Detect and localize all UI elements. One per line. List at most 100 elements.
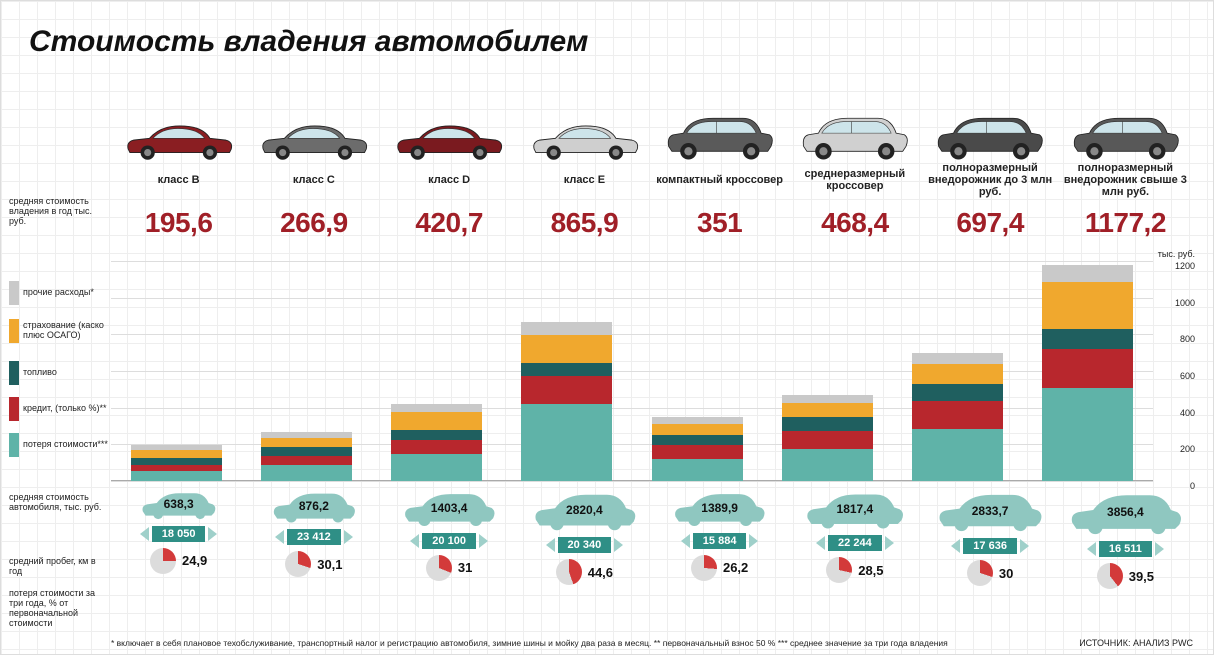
bar-segment-insurance [652, 424, 743, 435]
bar-segment-insurance [261, 438, 352, 447]
loss-pct-row: 44,6 [556, 559, 613, 585]
car-image [524, 51, 646, 161]
legend-item: потеря стоимости*** [9, 433, 109, 457]
bar-segment-fuel [652, 435, 743, 445]
triangle-right-icon [614, 538, 623, 552]
triangle-right-icon [479, 534, 488, 548]
triangle-left-icon [1087, 542, 1096, 556]
stacked-bar [782, 395, 873, 481]
bottom-column: 1817,4 22 244 28,5 [787, 489, 922, 589]
bar-segment-insurance [131, 450, 222, 457]
car-image [388, 51, 510, 161]
avg-price-value: 638,3 [164, 497, 194, 511]
triangle-left-icon [410, 534, 419, 548]
car-image [794, 51, 916, 161]
avg-price-value: 3856,4 [1107, 505, 1144, 519]
stacked-bar [261, 432, 352, 481]
legend-item: кредит, (только %)** [9, 397, 109, 421]
loss-pct-value: 28,5 [858, 563, 883, 578]
mileage-row: 20 340 [546, 537, 624, 553]
bar-segment-loss [261, 465, 352, 481]
loss-pct-value: 44,6 [588, 565, 613, 580]
car-icon [121, 117, 237, 161]
avg-price-value: 1389,9 [701, 501, 738, 515]
y-axis-unit: тыс. руб. [1158, 249, 1195, 259]
mileage-value: 17 636 [963, 538, 1017, 554]
bar-column [632, 261, 762, 481]
bar-segment-fuel [391, 430, 482, 441]
price-silhouette: 1403,4 [402, 489, 497, 527]
legend-label: кредит, (только %)** [23, 404, 109, 414]
y-tick-label: 200 [1180, 444, 1195, 454]
bar-segment-fuel [782, 417, 873, 431]
triangle-left-icon [951, 539, 960, 553]
main-value: 865,9 [551, 207, 619, 239]
category-column: полноразмерный внедорожник до 3 млн руб.… [923, 51, 1058, 256]
bar-segment-credit [521, 376, 612, 404]
mileage-value: 23 412 [287, 529, 341, 545]
legend-item: топливо [9, 361, 109, 385]
triangle-right-icon [1020, 539, 1029, 553]
pie-icon [150, 548, 176, 574]
y-axis: 020040060080010001200 [1155, 261, 1195, 481]
main-value: 697,4 [956, 207, 1024, 239]
class-label: полноразмерный внедорожник свыше 3 млн р… [1058, 165, 1193, 195]
avg-price-value: 876,2 [299, 499, 329, 513]
price-silhouette: 1389,9 [672, 489, 767, 527]
bar-segment-fuel [261, 447, 352, 456]
stacked-bar [521, 322, 612, 481]
price-silhouette: 3856,4 [1068, 489, 1184, 535]
legend-label: прочие расходы* [23, 288, 109, 298]
label-avg-mileage: средний пробег, км в год [9, 557, 104, 577]
class-label: среднеразмерный кроссовер [787, 165, 922, 195]
triangle-left-icon [816, 536, 825, 550]
class-label: класс B [154, 165, 204, 195]
footnotes: * включает в себя плановое техобслуживан… [111, 638, 1193, 648]
bottom-column: 638,3 18 050 24,9 [111, 489, 246, 589]
bar-segment-fuel [912, 384, 1003, 401]
car-icon [662, 110, 778, 161]
bar-column [372, 261, 502, 481]
legend-label: топливо [23, 368, 109, 378]
bar-segment-loss [782, 449, 873, 481]
triangle-left-icon [275, 530, 284, 544]
bar-column [241, 261, 371, 481]
y-tick-label: 1200 [1175, 261, 1195, 271]
mileage-value: 20 100 [422, 533, 476, 549]
bar-segment-insurance [521, 335, 612, 363]
class-label: полноразмерный внедорожник до 3 млн руб. [923, 165, 1058, 195]
avg-price-value: 1403,4 [431, 501, 468, 515]
loss-pct-row: 39,5 [1097, 563, 1154, 589]
bar-segment-other [912, 353, 1003, 364]
mileage-row: 22 244 [816, 535, 894, 551]
loss-pct-value: 39,5 [1129, 569, 1154, 584]
stacked-bar [1042, 265, 1133, 481]
bar-segment-credit [391, 440, 482, 454]
stacked-bar [912, 353, 1003, 481]
stacked-bars [111, 261, 1153, 481]
mileage-row: 17 636 [951, 538, 1029, 554]
bar-segment-loss [912, 429, 1003, 481]
triangle-left-icon [546, 538, 555, 552]
class-label: класс D [424, 165, 474, 195]
top-columns: класс B 195,6 класс C 266,9 класс D 420,… [111, 51, 1193, 256]
legend-swatch [9, 361, 19, 385]
bottom-column: 1389,9 15 884 26,2 [652, 489, 787, 589]
avg-price-value: 2820,4 [566, 503, 603, 517]
bottom-rows: 638,3 18 050 24,9 876,2 23 412 30,1 [111, 489, 1193, 589]
bar-segment-loss [652, 459, 743, 481]
avg-price-value: 1817,4 [837, 502, 874, 516]
mileage-value: 22 244 [828, 535, 882, 551]
car-icon [391, 117, 507, 161]
car-icon [256, 117, 372, 161]
car-icon [797, 110, 913, 161]
pie-icon [967, 560, 993, 586]
y-tick-label: 800 [1180, 334, 1195, 344]
car-image [1065, 51, 1187, 161]
loss-pct-value: 31 [458, 560, 472, 575]
label-avg-price: средняя стоимость автомобиля, тыс. руб. [9, 493, 104, 513]
main-value: 468,4 [821, 207, 889, 239]
side-labels-column: средняя стоимость владения в год тыс. ру… [1, 1, 111, 654]
stacked-bar [391, 404, 482, 481]
avg-price-value: 2833,7 [972, 504, 1009, 518]
